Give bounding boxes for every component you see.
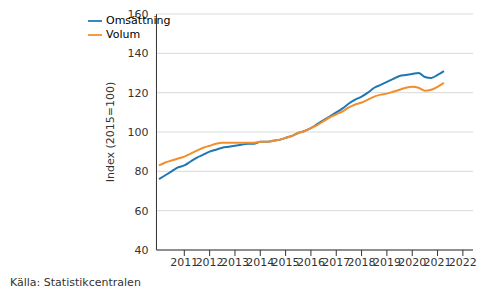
svg-text:2017: 2017 [322,256,350,269]
svg-text:80: 80 [134,165,148,178]
svg-text:2012: 2012 [196,256,224,269]
svg-text:120: 120 [127,87,148,100]
svg-text:2021: 2021 [424,256,452,269]
svg-text:40: 40 [134,244,148,257]
svg-text:2014: 2014 [246,256,274,269]
svg-text:100: 100 [127,126,148,139]
svg-text:2015: 2015 [272,256,300,269]
svg-text:2013: 2013 [221,256,249,269]
svg-text:60: 60 [134,205,148,218]
svg-text:160: 160 [127,8,148,21]
svg-text:Index (2015=100): Index (2015=100) [104,82,117,183]
svg-text:2011: 2011 [170,256,198,269]
svg-text:2020: 2020 [398,256,426,269]
svg-text:2016: 2016 [297,256,325,269]
svg-text:2019: 2019 [373,256,401,269]
svg-text:2022: 2022 [449,256,477,269]
svg-text:140: 140 [127,47,148,60]
svg-text:2018: 2018 [348,256,376,269]
